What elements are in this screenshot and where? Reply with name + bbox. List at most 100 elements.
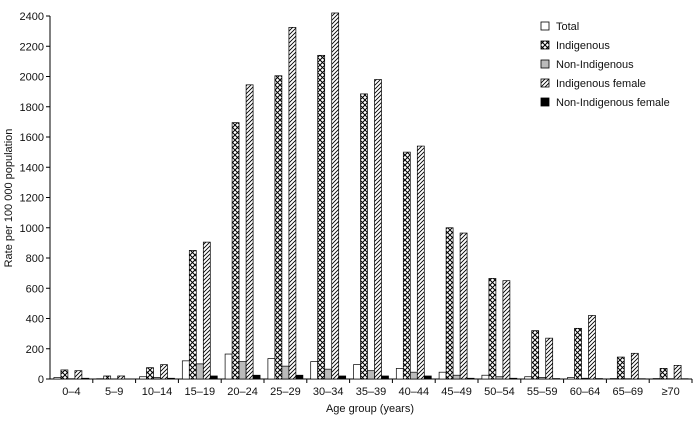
x-tick-label: 0–4 [62, 386, 80, 398]
bar [674, 365, 681, 379]
legend-label: Non-Indigenous female [556, 97, 670, 109]
x-tick-label: 5–9 [105, 386, 123, 398]
bar [582, 378, 589, 379]
x-tick-label: 60–64 [570, 386, 601, 398]
legend-label: Total [556, 21, 579, 33]
legend-label: Non-Indigenous [556, 59, 634, 71]
x-tick-label: 50–54 [484, 386, 515, 398]
bar [503, 281, 510, 379]
bar [489, 278, 496, 379]
bar [140, 377, 147, 379]
legend-swatch [541, 98, 549, 106]
bar [368, 371, 375, 379]
bar [311, 362, 318, 379]
bar [325, 369, 332, 379]
x-tick-label: 55–59 [527, 386, 558, 398]
bar [75, 371, 82, 379]
bar [575, 328, 582, 379]
bar [532, 331, 539, 379]
bar [339, 376, 346, 379]
bar [589, 315, 596, 379]
y-tick-label: 0 [38, 374, 44, 386]
bar [631, 353, 638, 379]
bar [54, 377, 61, 379]
bar [82, 378, 89, 379]
bar [189, 250, 196, 379]
bar [232, 123, 239, 379]
x-tick-label: 20–24 [227, 386, 258, 398]
bar [104, 376, 111, 379]
y-tick-label: 1000 [20, 223, 44, 235]
bar [282, 366, 289, 379]
bar [318, 55, 325, 379]
x-tick-label: 10–14 [142, 386, 173, 398]
bar [182, 361, 189, 379]
y-tick-label: 2200 [20, 41, 44, 53]
bar [296, 375, 303, 379]
legend-swatch [541, 22, 549, 30]
x-tick-label: 65–69 [613, 386, 644, 398]
y-tick-label: 2000 [20, 72, 44, 84]
bar [147, 368, 154, 379]
bar [225, 354, 232, 379]
bar [161, 365, 168, 379]
bar [275, 76, 282, 379]
bar [196, 364, 203, 379]
bar [660, 368, 667, 379]
bar [61, 370, 68, 379]
bar [439, 372, 446, 379]
legend-swatch [541, 60, 549, 68]
x-tick-label: 30–34 [313, 386, 344, 398]
y-tick-label: 1400 [20, 162, 44, 174]
bar [361, 94, 368, 379]
bar [332, 13, 339, 379]
y-tick-label: 2400 [20, 11, 44, 23]
bar [382, 376, 389, 379]
x-axis-label: Age group (years) [326, 403, 414, 415]
bar [546, 338, 553, 379]
legend-swatch [541, 79, 549, 87]
bar [118, 376, 125, 379]
bar [268, 359, 275, 379]
bar [617, 357, 624, 379]
legend-label: Indigenous [556, 40, 610, 52]
y-tick-label: 600 [26, 283, 44, 295]
bar [453, 375, 460, 379]
y-tick-label: 1800 [20, 102, 44, 114]
bar [525, 377, 532, 379]
bar [539, 377, 546, 379]
bar [424, 376, 431, 379]
legend-label: Indigenous female [556, 78, 646, 90]
y-axis-label: Rate per 100 000 population [3, 129, 15, 268]
y-tick-label: 1200 [20, 193, 44, 205]
x-tick-label: 45–49 [441, 386, 472, 398]
legend-swatch [541, 41, 549, 49]
y-tick-label: 800 [26, 253, 44, 265]
x-tick-label: 35–39 [356, 386, 387, 398]
bar [467, 378, 474, 379]
bar [354, 365, 361, 379]
x-tick-label: 15–19 [185, 386, 216, 398]
y-tick-label: 200 [26, 344, 44, 356]
bar [446, 228, 453, 379]
bar [168, 378, 175, 379]
bar [210, 376, 217, 379]
bar [246, 85, 253, 379]
bar [496, 377, 503, 379]
bar [417, 146, 424, 379]
y-tick-label: 1600 [20, 132, 44, 144]
bar [203, 242, 210, 379]
bar [410, 372, 417, 379]
x-tick-label: 40–44 [399, 386, 430, 398]
bar [154, 377, 161, 379]
bar [403, 152, 410, 379]
bar [375, 80, 382, 379]
bar [289, 27, 296, 379]
y-tick-label: 400 [26, 314, 44, 326]
bar [396, 368, 403, 379]
x-tick-label: ≥70 [661, 386, 679, 398]
bar [460, 233, 467, 379]
bar [253, 375, 260, 379]
